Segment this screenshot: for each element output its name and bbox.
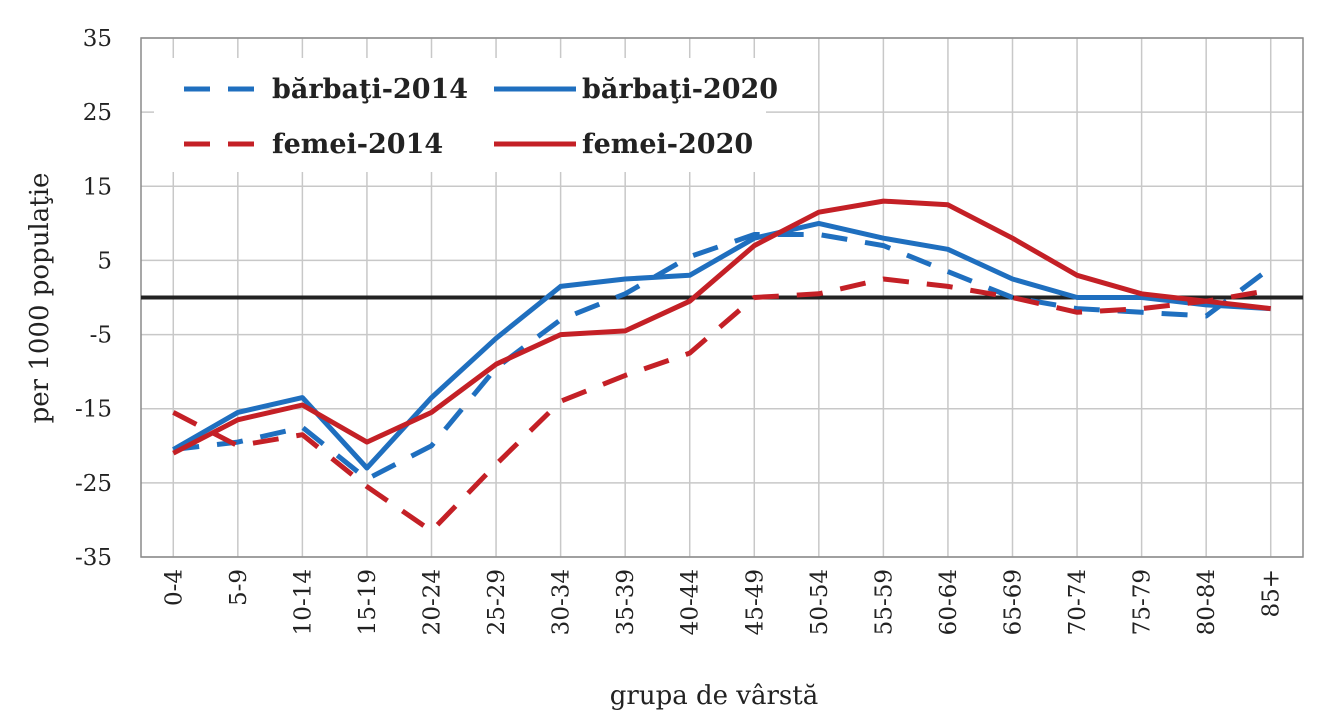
x-tick-label: 5-9 (226, 569, 252, 606)
y-tick-label: -35 (75, 545, 112, 571)
y-tick-label: 15 (83, 174, 112, 200)
legend-label: bărbaţi-2014 (272, 74, 468, 105)
x-tick-label: 25-29 (484, 569, 510, 635)
x-tick-label: 10-14 (290, 569, 316, 635)
x-tick-label: 20-24 (420, 569, 446, 635)
series-line-1 (172, 220, 1271, 471)
x-axis-title: grupa de vârstă (610, 681, 818, 711)
legend-label: femei-2014 (272, 129, 443, 160)
x-axis-ticks: 0-4 5-9 10-14 15-19 20-24 25-29 30-34 35-39 40-4… (161, 569, 1284, 635)
x-tick-label: 60-64 (936, 569, 962, 635)
y-axis-title: per 1000 populaţie (25, 173, 55, 424)
legend-background (154, 58, 766, 172)
y-tick-label: -15 (75, 397, 112, 423)
x-tick-label: 55-59 (871, 569, 897, 635)
y-tick-label: 25 (83, 100, 112, 126)
series-lines (172, 198, 1273, 534)
y-axis-ticks: 35 25 15 5 -5 -15 -25 -35 (75, 26, 112, 571)
y-tick-label: 35 (83, 26, 112, 52)
x-tick-label: 80-84 (1194, 569, 1220, 635)
legend-label: bărbaţi-2020 (582, 74, 778, 105)
x-tick-label: 0-4 (161, 569, 187, 606)
series-line-0 (173, 232, 1273, 482)
y-tick-label: 5 (97, 248, 112, 274)
x-tick-label: 65-69 (1001, 569, 1027, 635)
legend-label: femei-2020 (582, 129, 753, 160)
series-line-3 (172, 198, 1271, 456)
x-tick-label: 50-54 (807, 569, 833, 635)
x-tick-label: 15-19 (355, 569, 381, 635)
x-tick-label: 35-39 (613, 569, 639, 635)
series-line-2 (172, 276, 1272, 534)
x-tick-label: 30-34 (549, 569, 575, 635)
legend: bărbaţi-2014 bărbaţi-2020 femei-2014 femei-… (154, 58, 778, 172)
x-tick-label: 70-74 (1065, 569, 1091, 635)
y-tick-label: -5 (90, 323, 112, 349)
x-tick-label: 45-49 (742, 569, 768, 635)
y-tick-label: -25 (75, 471, 112, 497)
x-tick-label: 85+ (1259, 569, 1285, 618)
x-tick-label: 40-44 (678, 569, 704, 635)
x-tick-label: 75-79 (1130, 569, 1156, 635)
